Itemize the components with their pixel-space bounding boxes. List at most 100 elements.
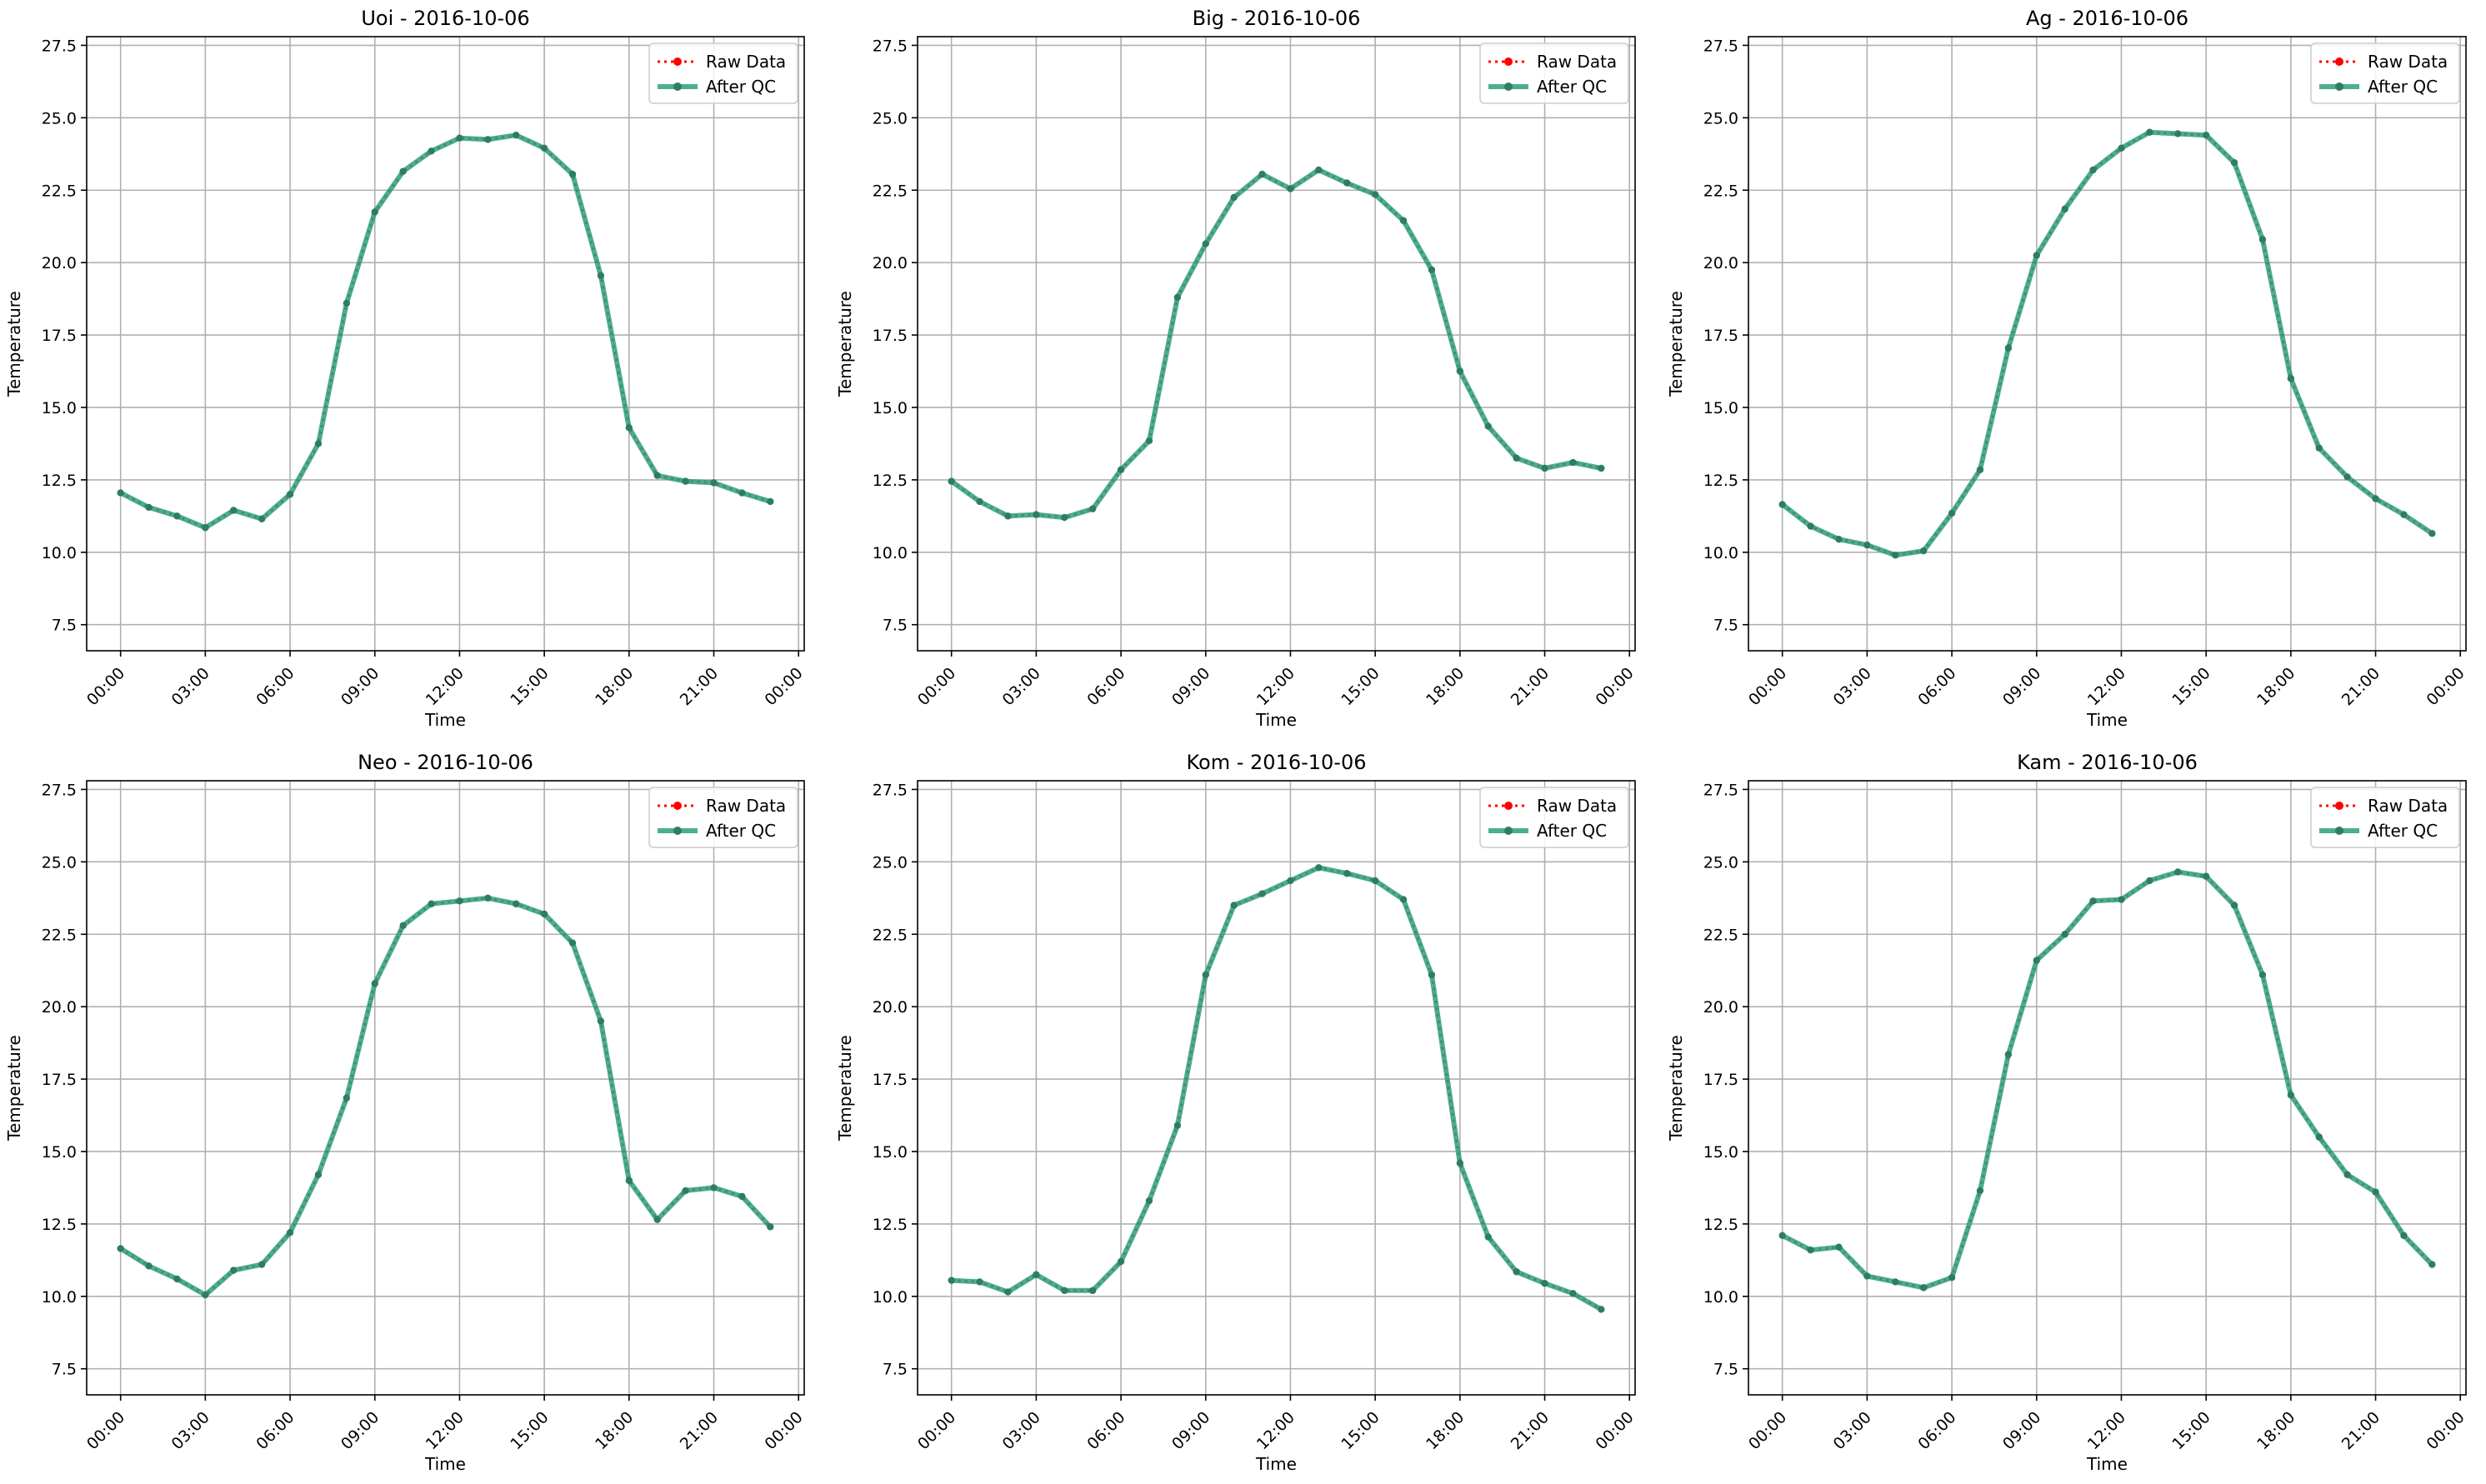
- x-tick-label: 00:00: [83, 664, 128, 709]
- legend-marker-raw-data: [2335, 57, 2343, 66]
- x-tick-label: 06:00: [253, 1408, 298, 1453]
- axes-frame: [1748, 780, 2467, 1396]
- x-tick-label: 09:00: [1168, 664, 1213, 709]
- point-after-qc: [767, 1223, 774, 1231]
- point-after-qc: [1399, 217, 1408, 224]
- point-after-qc: [2372, 495, 2379, 502]
- point-after-qc: [2372, 1188, 2379, 1196]
- point-after-qc: [314, 1171, 323, 1178]
- x-tick-label: 03:00: [1830, 1408, 1875, 1453]
- point-after-qc: [1892, 552, 1899, 559]
- point-after-qc: [456, 134, 463, 142]
- point-after-qc: [117, 1245, 124, 1252]
- point-after-qc: [682, 1187, 689, 1195]
- point-after-qc: [428, 147, 435, 155]
- x-tick-label: 00:00: [1745, 664, 1790, 709]
- point-after-qc: [540, 910, 548, 918]
- point-after-qc: [1778, 501, 1786, 508]
- point-after-qc: [2004, 1051, 2013, 1058]
- point-after-qc: [1948, 1274, 1956, 1282]
- x-tick-label: 18:00: [592, 1408, 637, 1453]
- point-after-qc: [1835, 535, 1843, 543]
- x-tick-label: 00:00: [761, 1408, 806, 1453]
- point-after-qc: [1892, 1278, 1899, 1286]
- point-after-qc: [343, 1094, 351, 1102]
- point-after-qc: [1456, 1159, 1464, 1167]
- legend: Raw Data After QC: [2310, 42, 2460, 104]
- point-after-qc: [399, 167, 407, 175]
- y-tick-label: 10.0: [42, 1288, 77, 1307]
- y-axis-label: Temperature: [835, 1035, 855, 1142]
- point-after-qc: [1145, 437, 1153, 445]
- x-tick-label: 21:00: [2338, 1408, 2383, 1453]
- y-tick-label: 12.5: [873, 1216, 908, 1234]
- legend-marker-after-qc: [2335, 82, 2343, 91]
- point-after-qc: [2230, 902, 2238, 909]
- y-tick-label: 12.5: [873, 472, 908, 490]
- y-tick-label: 12.5: [42, 1216, 77, 1234]
- x-tick-label: 03:00: [168, 664, 213, 709]
- point-after-qc: [2061, 205, 2068, 213]
- legend-marker-raw-data: [1504, 57, 1513, 66]
- point-after-qc: [2004, 344, 2013, 352]
- point-after-qc: [1835, 1243, 1843, 1251]
- x-tick-label: 18:00: [1423, 1408, 1468, 1453]
- legend-label-raw-data: Raw Data: [2368, 796, 2448, 816]
- y-tick-label: 12.5: [42, 472, 77, 490]
- y-tick-label: 25.0: [873, 109, 908, 127]
- x-tick-label: 00:00: [2423, 1408, 2468, 1453]
- x-tick-label: 12:00: [423, 1408, 468, 1453]
- x-tick-label: 00:00: [2423, 664, 2468, 709]
- legend: Raw Data After QC: [648, 42, 798, 104]
- x-tick-label: 06:00: [1914, 1408, 1959, 1453]
- point-after-qc: [710, 479, 718, 487]
- y-tick-label: 12.5: [1703, 472, 1738, 490]
- point-after-qc: [597, 272, 605, 280]
- y-tick-label: 15.0: [873, 1143, 908, 1162]
- point-after-qc: [456, 897, 463, 905]
- x-tick-label: 15:00: [507, 664, 552, 709]
- axes-frame: [86, 36, 805, 652]
- y-tick-label: 17.5: [42, 327, 77, 345]
- y-tick-label: 20.0: [873, 998, 908, 1017]
- y-tick-label: 7.5: [1713, 617, 1738, 635]
- x-tick-label: 03:00: [999, 1408, 1044, 1453]
- y-tick-label: 7.5: [52, 617, 77, 635]
- y-tick-label: 27.5: [873, 781, 908, 799]
- chart-title: Uoi - 2016-10-06: [361, 7, 529, 30]
- point-after-qc: [1399, 896, 1408, 903]
- point-after-qc: [2174, 130, 2182, 137]
- legend: Raw Data After QC: [1479, 42, 1629, 104]
- y-tick-label: 17.5: [873, 1071, 908, 1089]
- x-axis-label: Time: [424, 1454, 466, 1474]
- y-tick-label: 12.5: [1703, 1216, 1738, 1234]
- x-tick-label: 18:00: [2253, 1408, 2298, 1453]
- y-tick-label: 17.5: [1703, 1071, 1738, 1089]
- point-after-qc: [145, 503, 153, 512]
- legend-marker-after-qc: [1504, 827, 1513, 835]
- point-after-qc: [145, 1262, 153, 1270]
- y-tick-label: 25.0: [873, 853, 908, 872]
- series-line-raw-data: [950, 168, 1602, 519]
- point-after-qc: [568, 170, 577, 178]
- x-tick-label: 03:00: [999, 664, 1044, 709]
- legend-label-raw-data: Raw Data: [706, 52, 786, 72]
- series-line-after-qc: [1780, 129, 2433, 558]
- point-after-qc: [1202, 240, 1209, 247]
- point-after-qc: [568, 939, 577, 947]
- y-tick-label: 25.0: [1703, 109, 1738, 127]
- x-tick-label: 06:00: [253, 664, 298, 709]
- x-tick-label: 18:00: [2253, 664, 2298, 709]
- point-after-qc: [1371, 191, 1379, 198]
- y-tick-label: 25.0: [1703, 853, 1738, 872]
- point-after-qc: [1173, 1122, 1182, 1129]
- y-tick-label: 22.5: [873, 926, 908, 944]
- y-tick-label: 10.0: [1703, 1288, 1738, 1307]
- point-after-qc: [540, 144, 548, 152]
- series-line-after-qc: [119, 132, 772, 531]
- x-tick-label: 15:00: [1338, 1408, 1383, 1453]
- x-tick-label: 09:00: [1999, 1408, 2044, 1453]
- point-after-qc: [710, 1184, 718, 1192]
- y-tick-label: 22.5: [873, 182, 908, 200]
- point-after-qc: [2258, 971, 2267, 979]
